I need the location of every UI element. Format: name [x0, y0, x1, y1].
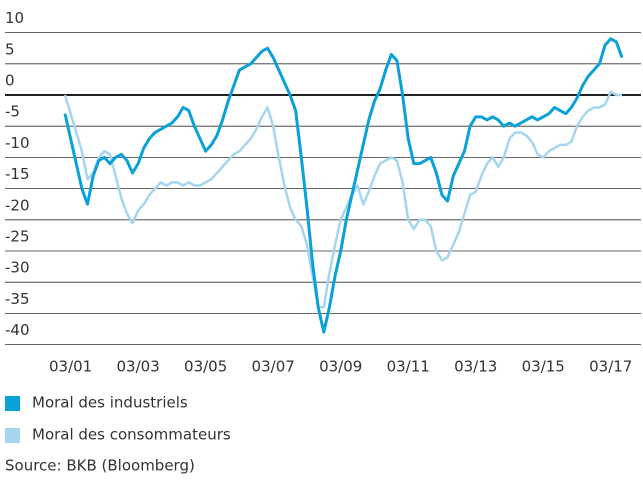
y-tick-label: -35 [5, 290, 30, 308]
y-tick-label: -30 [5, 259, 30, 277]
legend-label: Moral des industriels [32, 394, 188, 412]
y-tick-label: -20 [5, 196, 30, 214]
y-tick-label: 0 [5, 72, 15, 90]
x-tick-label: 03/03 [117, 358, 160, 376]
y-tick-label: -15 [5, 165, 30, 183]
x-tick-label: 03/15 [522, 358, 565, 376]
x-tick-label: 03/11 [387, 358, 430, 376]
y-tick-label: 5 [5, 40, 15, 58]
x-tick-label: 03/05 [184, 358, 227, 376]
legend-swatch [5, 396, 20, 411]
y-tick-label: -25 [5, 228, 30, 246]
x-tick-label: 03/09 [319, 358, 362, 376]
legend-label: Moral des consommateurs [32, 426, 231, 444]
series-line [63, 37, 624, 334]
y-tick-label: -40 [5, 321, 30, 339]
x-tick-label: 03/13 [454, 358, 497, 376]
y-tick-label: -5 [5, 103, 20, 121]
y-tick-label: 10 [5, 9, 24, 27]
x-tick-label: 03/01 [49, 358, 92, 376]
x-tick-label: 03/07 [252, 358, 295, 376]
source: Source: BKB (Bloomberg) [5, 457, 195, 475]
legend-swatch [5, 428, 20, 443]
y-tick-label: -10 [5, 134, 30, 152]
x-tick-label: 03/17 [589, 358, 632, 376]
series-line [63, 90, 622, 309]
